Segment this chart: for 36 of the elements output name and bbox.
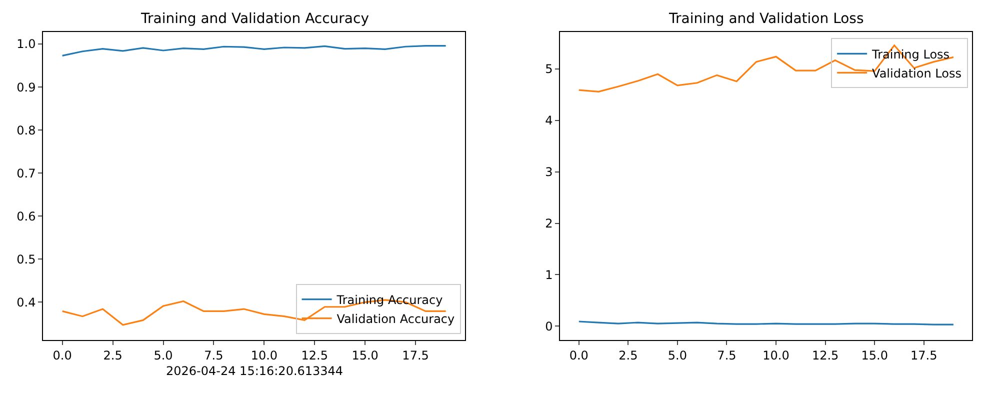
x-tick-label: 10.0 <box>250 348 278 362</box>
y-tick-label: 0.9 <box>16 80 36 94</box>
x-tick-label: 17.5 <box>910 348 938 362</box>
line-series <box>62 44 447 56</box>
x-tick-label: 15.0 <box>861 348 888 362</box>
y-tick-label: 5 <box>545 62 553 76</box>
y-tick-label: 4 <box>545 114 553 128</box>
chart-title: Training and Validation Accuracy <box>140 11 369 27</box>
legend-label: Validation Accuracy <box>336 312 455 326</box>
chart-title: Training and Validation Loss <box>668 11 864 27</box>
y-tick-label: 0.5 <box>16 252 36 266</box>
text: 2026-04-24 15:16:20.613344 <box>166 364 344 378</box>
x-tick-label: 7.5 <box>204 348 224 362</box>
y-tick-label: 0.4 <box>16 295 36 310</box>
x-tick-label: 2.5 <box>103 348 122 362</box>
x-tick-label: 17.5 <box>402 348 429 362</box>
y-tick-label: 1 <box>545 268 553 282</box>
y-tick-label: 1.0 <box>16 37 36 52</box>
y-tick-label: 0 <box>545 319 553 334</box>
x-tick-label: 5.0 <box>154 348 173 362</box>
x-tick-label: 0.0 <box>569 348 588 362</box>
legend-label: Training Accuracy <box>336 293 443 308</box>
legend-label: Validation Loss <box>872 66 962 80</box>
x-tick-label: 10.0 <box>762 348 790 362</box>
x-tick-label: 15.0 <box>352 348 378 362</box>
x-tick-label: 7.5 <box>717 348 736 362</box>
x-tick-label: 12.5 <box>812 348 839 362</box>
x-tick-label: 2.5 <box>618 348 638 362</box>
y-tick-label: 3 <box>545 165 553 180</box>
x-tick-label: 5.0 <box>668 348 687 362</box>
x-tick-label: 12.5 <box>301 348 328 362</box>
y-tick-label: 0.7 <box>16 166 36 180</box>
y-tick-label: 0.6 <box>16 209 36 224</box>
x-tick-label: 0.0 <box>52 348 72 362</box>
y-tick-label: 0.8 <box>16 123 36 138</box>
y-tick-label: 2 <box>545 216 553 230</box>
